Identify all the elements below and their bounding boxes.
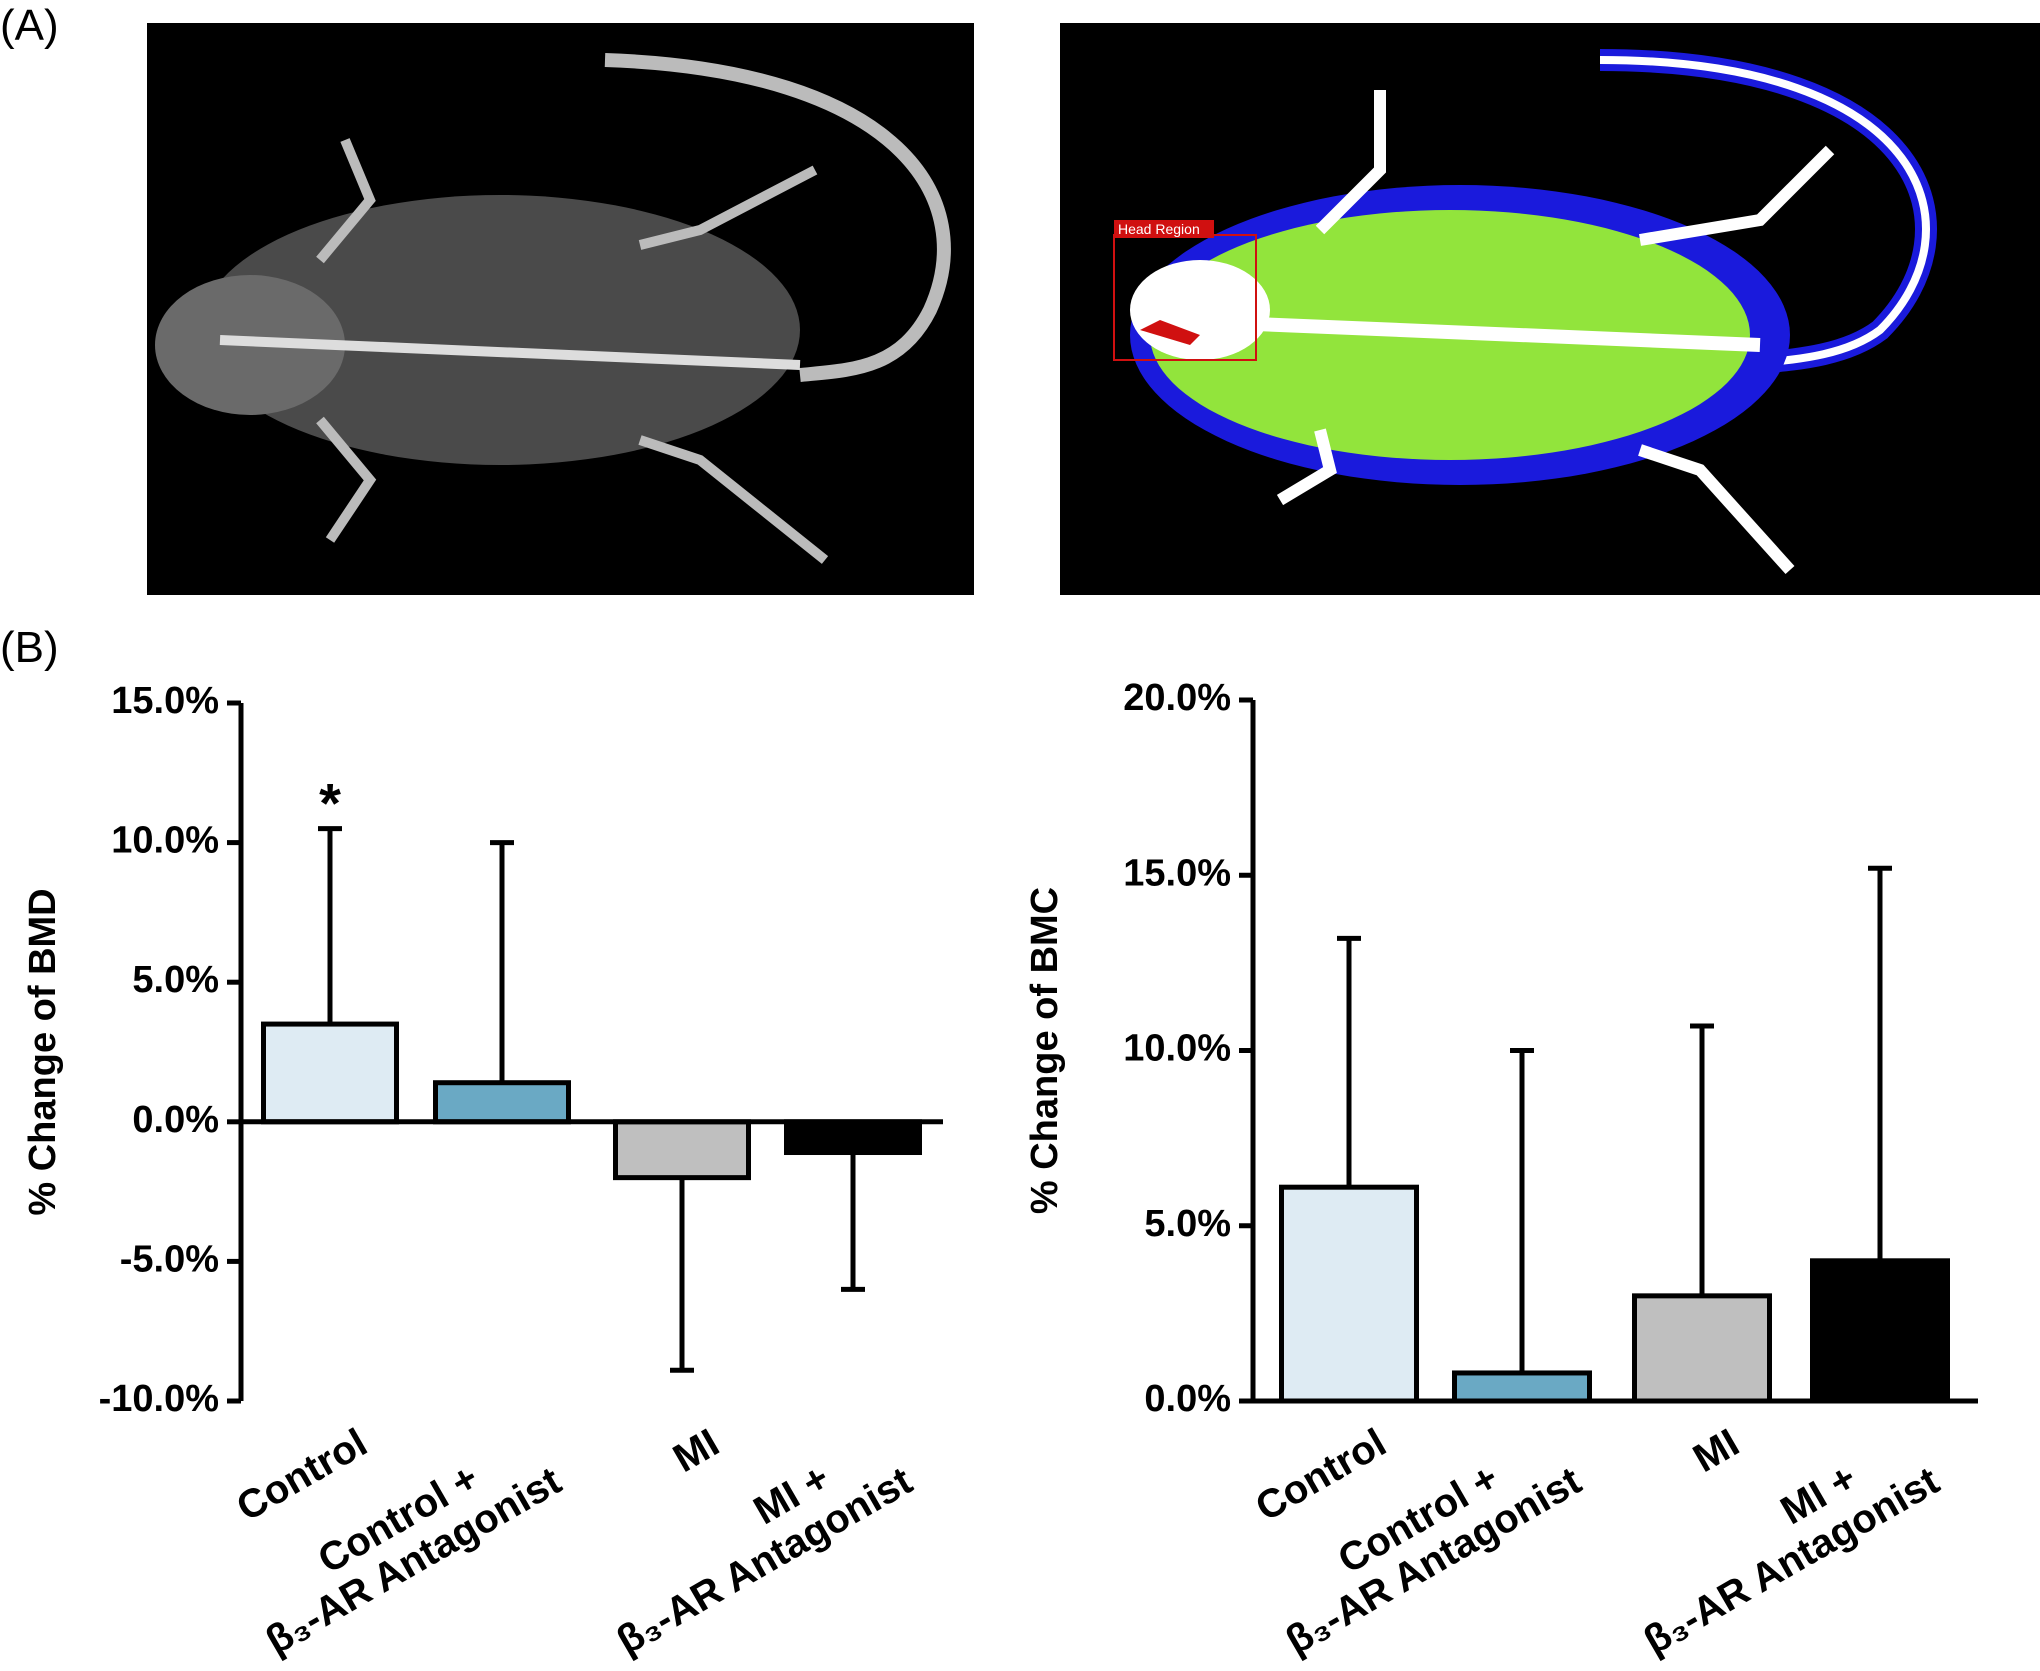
bar (613, 1119, 751, 1181)
panel-label: (A) (0, 1, 59, 50)
bar (1810, 1258, 1950, 1404)
x-tick-label: Control +β₃-AR Antagonist (237, 1421, 569, 1663)
panel-label: (B) (0, 623, 59, 672)
bar (1279, 1184, 1419, 1404)
xray-image (147, 23, 974, 595)
y-tick-label: 0.0% (132, 1099, 219, 1141)
y-tick-label: 5.0% (1144, 1203, 1231, 1245)
x-tick-label: MI +β₃-AR Antagonist (588, 1421, 920, 1663)
x-tick-label: Control (229, 1421, 374, 1530)
y-tick-label: 10.0% (111, 820, 219, 862)
y-axis-label: % Change of BMD (22, 888, 64, 1215)
y-tick-label: 15.0% (1123, 852, 1231, 894)
y-tick-label: 15.0% (111, 680, 219, 722)
y-tick-label: -5.0% (120, 1238, 219, 1280)
x-tick-label: MI (1686, 1421, 1746, 1481)
bar (784, 1119, 922, 1156)
y-tick-label: 0.0% (1144, 1378, 1231, 1420)
y-tick-label: -10.0% (99, 1378, 219, 1420)
annotation: * (319, 772, 341, 835)
y-axis-label: % Change of BMC (1024, 887, 1066, 1214)
y-tick-label: 10.0% (1123, 1028, 1231, 1070)
bar (261, 1021, 399, 1125)
image-label: Head Region (1118, 221, 1200, 237)
x-tick-label: Control +β₃-AR Antagonist (1257, 1421, 1589, 1663)
bar (1632, 1293, 1772, 1404)
y-tick-label: 20.0% (1123, 677, 1231, 719)
bar (1452, 1370, 1592, 1404)
x-tick-label: MI (666, 1421, 726, 1481)
x-tick-label: Control (1248, 1421, 1393, 1530)
segmented-image: Head Region (1060, 23, 2040, 595)
x-tick-label: MI +β₃-AR Antagonist (1615, 1421, 1947, 1663)
bar (433, 1080, 571, 1125)
y-tick-label: 5.0% (132, 959, 219, 1001)
